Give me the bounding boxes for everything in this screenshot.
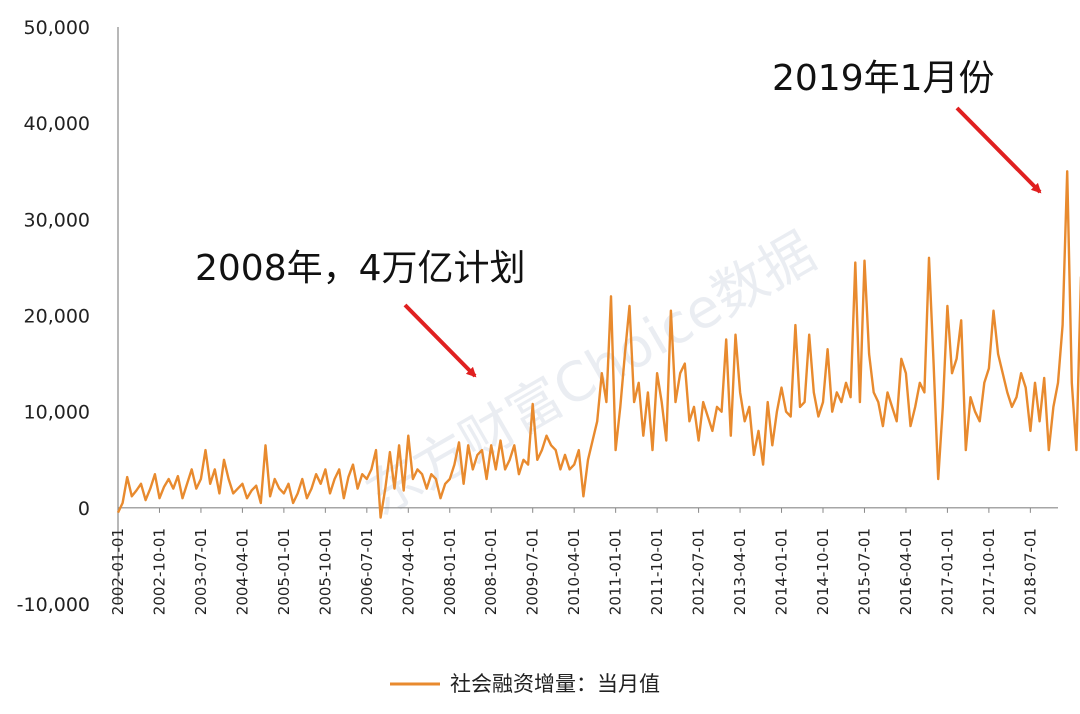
y-tick-label: 0	[78, 498, 90, 520]
legend-label: 社会融资增量：当月值	[450, 672, 660, 696]
y-tick-label: 20,000	[24, 306, 90, 328]
x-tick-label: 2014-01-01	[773, 528, 791, 615]
y-tick-label: -10,000	[17, 594, 90, 616]
x-axis: 2002-01-01 2002-10-01 2003-07-01 2004-04-01…	[109, 507, 1058, 615]
y-tick-label: 50,000	[24, 17, 90, 39]
x-tick-label: 2003-07-01	[192, 528, 210, 615]
x-tick-label: 2007-04-01	[399, 528, 417, 615]
annotation-arrow-2019	[955, 106, 1042, 194]
y-tick-label: 10,000	[24, 402, 90, 424]
x-tick-label: 2004-04-01	[233, 528, 251, 615]
x-tick-label: 2005-10-01	[316, 528, 334, 615]
x-tick-label: 2017-01-01	[938, 528, 956, 615]
series-group	[116, 170, 1080, 519]
x-tick-label: 2012-07-01	[690, 528, 708, 615]
annotation-2008: 2008年，4万亿计划	[195, 248, 526, 289]
x-tick-label: 2015-07-01	[855, 528, 873, 615]
annotation-arrow-2008	[403, 303, 477, 378]
annotation-2019: 2019年1月份	[772, 58, 995, 99]
x-tick-label: 2014-10-01	[814, 528, 832, 615]
x-tick-label: 2011-01-01	[607, 528, 625, 615]
x-tick-label: 2002-01-01	[109, 528, 127, 615]
legend: 社会融资增量：当月值	[390, 672, 660, 696]
x-tick-label: 2008-10-01	[482, 528, 500, 615]
y-tick-label: 40,000	[24, 113, 90, 135]
x-tick-label: 2011-10-01	[648, 528, 666, 615]
x-tick-label: 2018-07-01	[1021, 528, 1039, 615]
y-tick-label: 30,000	[24, 209, 90, 231]
x-tick-label: 2013-04-01	[731, 528, 749, 615]
x-tick-label: 2006-07-01	[358, 528, 376, 615]
x-tick-label: 2005-01-01	[275, 528, 293, 615]
x-tick-label: 2017-10-01	[980, 528, 998, 615]
x-tick-label: 2008-01-01	[441, 528, 459, 615]
series-line	[116, 170, 1080, 519]
x-tick-label: 2016-04-01	[897, 528, 915, 615]
x-tick-label: 2002-10-01	[150, 528, 168, 615]
x-tick-label: 2009-07-01	[524, 528, 542, 615]
x-tick-label: 2010-04-01	[565, 528, 583, 615]
y-axis: -10,000 0 10,000 20,000 30,000 40,000 50,000	[17, 17, 119, 616]
